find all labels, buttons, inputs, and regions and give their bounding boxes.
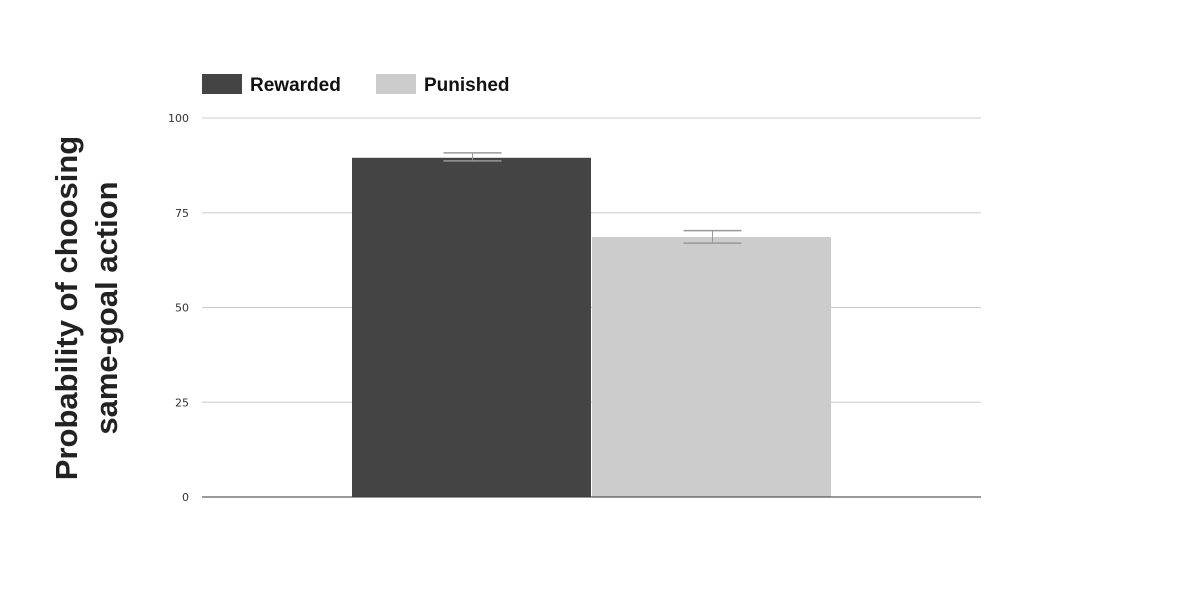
legend-label-punished: Punished bbox=[424, 75, 510, 96]
y-tick-label-50: 50 bbox=[175, 302, 189, 315]
y-tick-label-25: 25 bbox=[175, 396, 189, 409]
y-tick-label-100: 100 bbox=[168, 112, 189, 125]
y-tick-labels: 0 25 50 75 100 bbox=[168, 112, 189, 504]
bar-punished bbox=[592, 237, 831, 498]
error-bars bbox=[443, 152, 742, 244]
legend-swatch-rewarded bbox=[202, 74, 242, 94]
bar-rewarded bbox=[352, 157, 591, 498]
y-axis-label-line-1: Probability of choosing bbox=[49, 136, 84, 480]
legend-label-rewarded: Rewarded bbox=[250, 75, 341, 96]
y-axis-label: Probability of choosing same-goal action bbox=[49, 136, 124, 480]
legend: Rewarded Punished bbox=[202, 74, 510, 96]
bars bbox=[352, 157, 831, 498]
error-bar-punished bbox=[683, 229, 742, 244]
y-tick-label-0: 0 bbox=[182, 491, 189, 504]
y-tick-label-75: 75 bbox=[175, 207, 189, 220]
gridlines bbox=[202, 117, 981, 403]
y-axis-label-line-2: same-goal action bbox=[89, 181, 124, 434]
error-bar-rewarded bbox=[443, 152, 502, 162]
legend-swatch-punished bbox=[376, 74, 416, 94]
